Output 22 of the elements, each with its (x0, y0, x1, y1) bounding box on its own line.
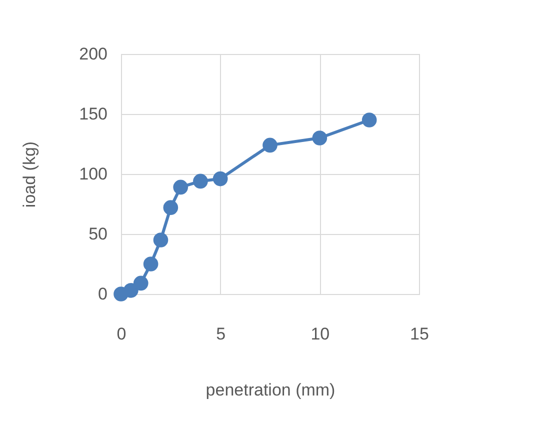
y-tick-label: 50 (88, 224, 108, 244)
point (312, 130, 328, 146)
x-tick-label: 10 (310, 324, 330, 344)
y-tick-label: 0 (98, 284, 108, 304)
point (153, 232, 168, 248)
point (212, 171, 228, 186)
y-tick-label: 200 (79, 44, 108, 64)
x-tick-label: 15 (410, 324, 429, 344)
point (193, 174, 208, 189)
y-tick-label: 100 (79, 164, 108, 184)
x-tick-label: 5 (216, 324, 226, 344)
x-tick-label: 0 (116, 324, 126, 344)
point (173, 180, 188, 195)
y-axis-title: ioad (kg) (20, 141, 40, 208)
point (163, 200, 178, 215)
point (124, 283, 138, 298)
point (143, 256, 158, 272)
point (362, 112, 377, 128)
point (133, 276, 148, 291)
y-tick-label: 150 (79, 104, 108, 124)
point (262, 138, 278, 153)
x-axis-title: penetration (mm) (206, 380, 336, 400)
